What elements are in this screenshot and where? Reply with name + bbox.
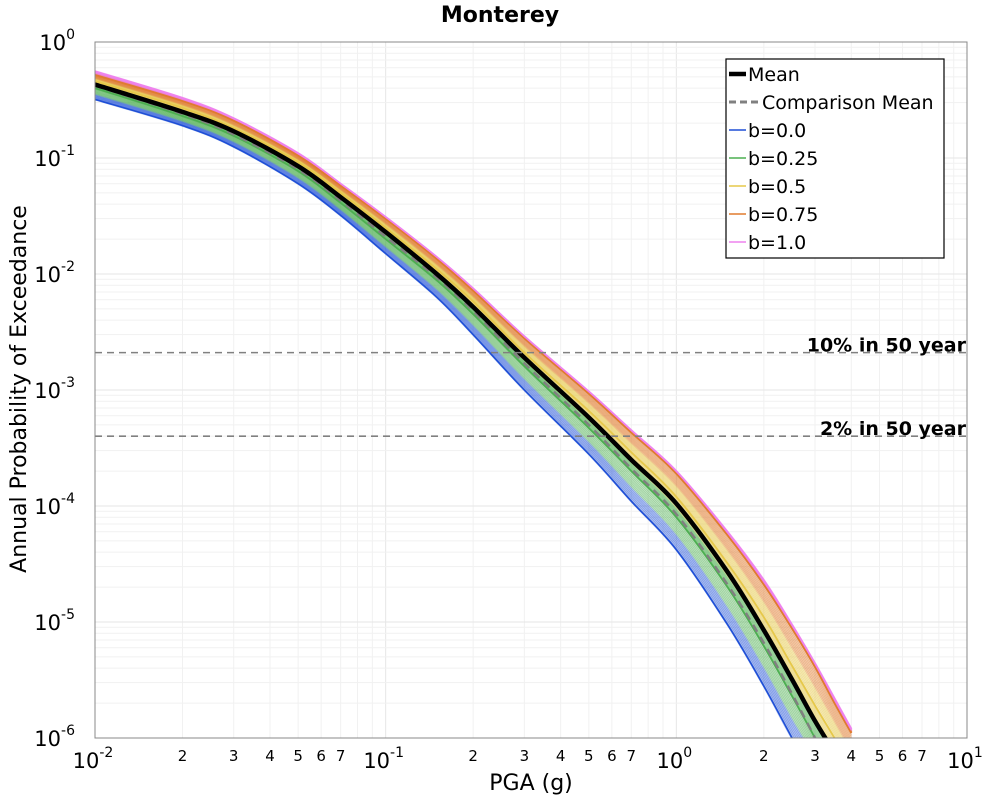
legend: Mean Comparison Mean b=0.0 b=0.25 b=0.5 b=0.7… bbox=[725, 58, 945, 259]
series-line-b-0-75 bbox=[95, 74, 853, 734]
chart-title: Monterey bbox=[441, 3, 559, 28]
hazard-curve-realization bbox=[95, 78, 840, 738]
y-axis-label: Annual Probability of Exceedance bbox=[7, 205, 32, 573]
legend-label: b=1.0 bbox=[748, 232, 806, 254]
hazard-curve-realization bbox=[95, 80, 835, 738]
hazard-curve-realization bbox=[95, 84, 823, 738]
hazard-curve-realization bbox=[95, 83, 826, 738]
x-minor-tick-label: 3 bbox=[810, 747, 820, 765]
hazard-curve-realization bbox=[95, 76, 847, 738]
x-minor-tick-label: 3 bbox=[520, 747, 530, 765]
legend-box bbox=[725, 58, 945, 259]
x-minor-tick-label: 7 bbox=[336, 747, 346, 765]
x-minor-tick-label: 3 bbox=[229, 747, 239, 765]
hazard-curve-realization bbox=[95, 85, 821, 738]
y-tick-label: 10-5 bbox=[34, 607, 75, 635]
series-line-b-0-5 bbox=[95, 80, 836, 738]
y-tick-label: 10-2 bbox=[34, 259, 75, 287]
hazard-curve-realization bbox=[95, 77, 845, 738]
series-line-b-0-0 bbox=[95, 98, 793, 738]
hazard-curve-realization bbox=[95, 91, 809, 738]
y-tick-label: 100 bbox=[39, 27, 75, 55]
hazard-curve-realization bbox=[95, 80, 836, 738]
legend-label: b=0.0 bbox=[748, 120, 806, 142]
hazard-curve-realization bbox=[95, 87, 815, 738]
hazard-curve-realization bbox=[95, 91, 808, 738]
x-minor-tick-label: 2 bbox=[759, 747, 769, 765]
hazard-curve-realization bbox=[95, 87, 816, 738]
hazard-curve-realization bbox=[95, 95, 799, 738]
hazard-curve-realization bbox=[95, 92, 806, 738]
x-minor-tick-label: 5 bbox=[875, 747, 885, 765]
hazard-curve-realization bbox=[95, 87, 817, 738]
hazard-curve-realization bbox=[95, 86, 819, 738]
hazard-curve-realization bbox=[95, 75, 850, 738]
x-minor-tick-label: 6 bbox=[316, 747, 326, 765]
y-tick-label: 10-4 bbox=[34, 491, 75, 519]
x-minor-tick-label: 2 bbox=[468, 747, 478, 765]
series-line-mean bbox=[95, 82, 828, 738]
reference-lines: 10% in 50 year 2% in 50 year bbox=[95, 335, 967, 440]
hazard-curve-realization bbox=[95, 77, 843, 738]
hazard-curve-realization bbox=[95, 83, 827, 738]
legend-label: b=0.75 bbox=[748, 204, 818, 226]
legend-label: Mean bbox=[748, 64, 800, 86]
x-minor-tick-label: 4 bbox=[265, 747, 275, 765]
y-tick-label: 10-3 bbox=[34, 375, 75, 403]
hazard-curve-realization bbox=[95, 75, 852, 738]
hazard-curve-realization bbox=[95, 96, 797, 738]
x-tick-label: 100 bbox=[657, 745, 693, 773]
x-minor-tick-label: 2 bbox=[178, 747, 188, 765]
hazard-curve-realization bbox=[95, 88, 814, 738]
hazard-curve-realization bbox=[95, 78, 842, 738]
x-minor-tick-label: 6 bbox=[898, 747, 908, 765]
x-tick-label: 101 bbox=[947, 745, 983, 773]
x-minor-tick-label: 6 bbox=[607, 747, 617, 765]
legend-label: Comparison Mean bbox=[762, 92, 934, 114]
hazard-curve-realization bbox=[95, 81, 833, 738]
reference-line-label: 10% in 50 year bbox=[807, 335, 967, 357]
hazard-curve-realization bbox=[95, 74, 853, 738]
hazard-curve-realization bbox=[95, 89, 813, 738]
series-lines bbox=[95, 70, 853, 738]
hazard-curve-realization bbox=[95, 76, 846, 738]
series-line-comparison-mean bbox=[95, 84, 817, 738]
hazard-curve-realization bbox=[95, 81, 832, 738]
x-tick-label: 10-1 bbox=[363, 745, 404, 773]
legend-label: b=0.25 bbox=[748, 148, 818, 170]
series-line-b-0-25 bbox=[95, 87, 816, 738]
hazard-curve-realization bbox=[95, 94, 803, 738]
hazard-curve-realization bbox=[95, 95, 801, 738]
hazard-curve-realization bbox=[95, 93, 805, 738]
y-tick-label: 10-6 bbox=[34, 723, 75, 751]
reference-line-label: 2% in 50 year bbox=[820, 418, 967, 440]
x-tick-label: 10-2 bbox=[73, 745, 114, 773]
x-minor-tick-label: 7 bbox=[627, 747, 637, 765]
legend-label: b=0.5 bbox=[748, 176, 806, 198]
hazard-curve-realization bbox=[95, 97, 796, 738]
hazard-curve-realization bbox=[95, 90, 811, 738]
x-minor-tick-label: 5 bbox=[293, 747, 303, 765]
x-minor-tick-label: 4 bbox=[556, 747, 566, 765]
x-minor-tick-label: 4 bbox=[847, 747, 857, 765]
y-tick-label: 10-1 bbox=[34, 143, 75, 171]
plot-frame bbox=[94, 41, 968, 739]
x-axis-label: PGA (g) bbox=[489, 771, 573, 796]
hazard-curve-realization bbox=[95, 76, 849, 738]
x-minor-tick-label: 7 bbox=[917, 747, 927, 765]
x-minor-tick-label: 5 bbox=[584, 747, 594, 765]
